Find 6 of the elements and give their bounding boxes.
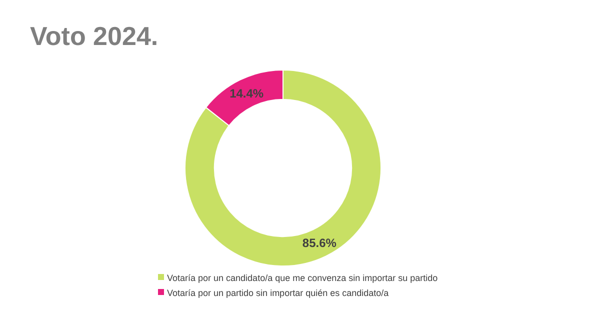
chart-title: Voto 2024. bbox=[30, 21, 158, 51]
legend-label: Votaría por un candidato/a que me convenza sin importar su partido bbox=[167, 273, 438, 283]
donut-slice bbox=[184, 70, 382, 266]
data-label: 85.6% bbox=[302, 236, 337, 250]
legend-label: Votaría por un partido sin importar quién es candidato/a bbox=[167, 288, 389, 298]
data-label: 14.4% bbox=[230, 86, 264, 100]
